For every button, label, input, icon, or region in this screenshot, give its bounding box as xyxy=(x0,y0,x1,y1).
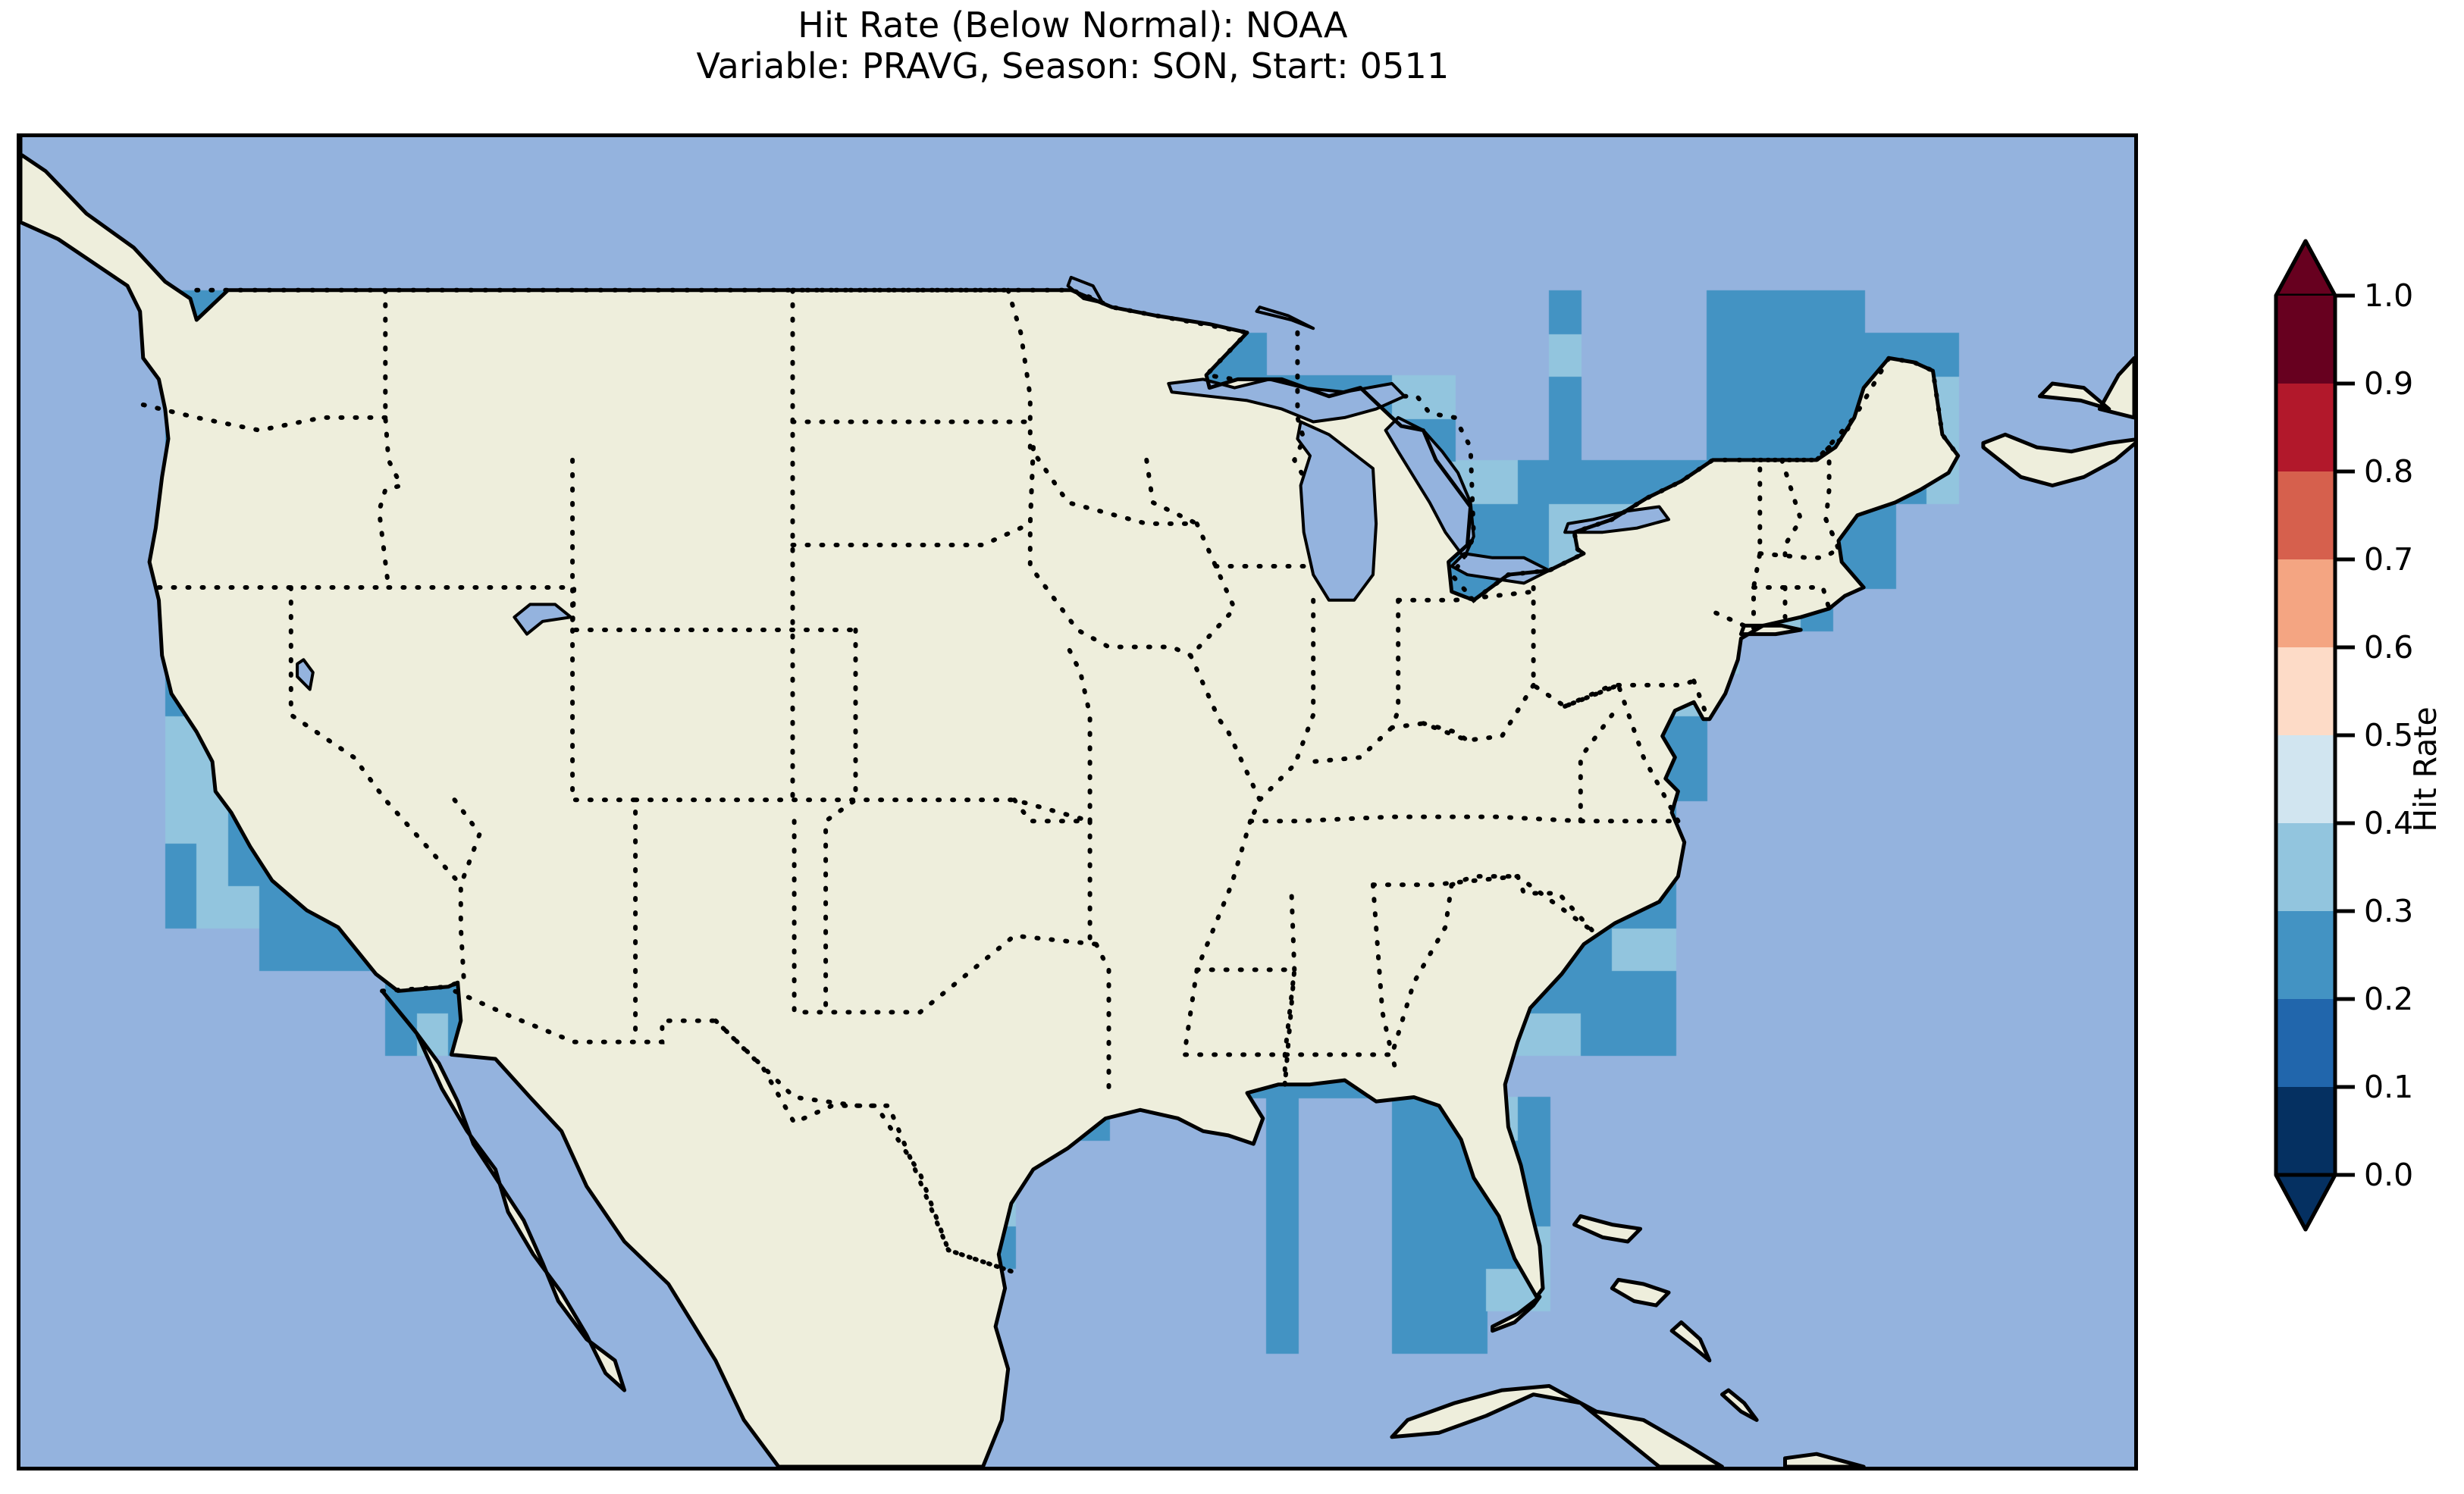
map-plot-area xyxy=(17,133,2138,1471)
colorbar-tick-label: 0.9 xyxy=(2364,365,2414,402)
state-border-paths xyxy=(140,287,1961,1274)
chart-subtitle: Variable: PRAVG, Season: SON, Start: 051… xyxy=(696,45,1450,87)
basemap-vector-layer xyxy=(20,137,2134,1467)
page-title: Hit Rate (Below Normal): NOAA xyxy=(798,5,1348,45)
chart-title-block: Hit Rate (Below Normal): NOAA Variable: … xyxy=(0,5,2146,87)
colorbar-tick-label: 0.3 xyxy=(2364,893,2414,929)
coastline-paths xyxy=(20,137,2134,1467)
colorbar-tick-label: 0.0 xyxy=(2364,1157,2414,1193)
colorbar-swatches xyxy=(2274,239,2355,1232)
colorbar-tick-label: 0.6 xyxy=(2364,629,2414,666)
colorbar-tick-label: 0.8 xyxy=(2364,453,2414,490)
colorbar-tick-label: 1.0 xyxy=(2364,277,2414,314)
colorbar-tick-label: 0.7 xyxy=(2364,541,2414,578)
colorbar-tick-label: 0.1 xyxy=(2364,1069,2414,1105)
colorbar-tick-label: 0.2 xyxy=(2364,981,2414,1017)
colorbar-tick-label: 0.5 xyxy=(2364,717,2414,753)
land-polygons xyxy=(20,137,2134,1467)
lake-polygons xyxy=(297,277,1669,690)
colorbar-tick-label: 0.4 xyxy=(2364,805,2414,841)
colorbar: Hit Rate 1.0 0.9 0.8 0.7 0.6 0.5 0.4 0.3 0.2 0.1 0… xyxy=(2268,227,2458,1311)
